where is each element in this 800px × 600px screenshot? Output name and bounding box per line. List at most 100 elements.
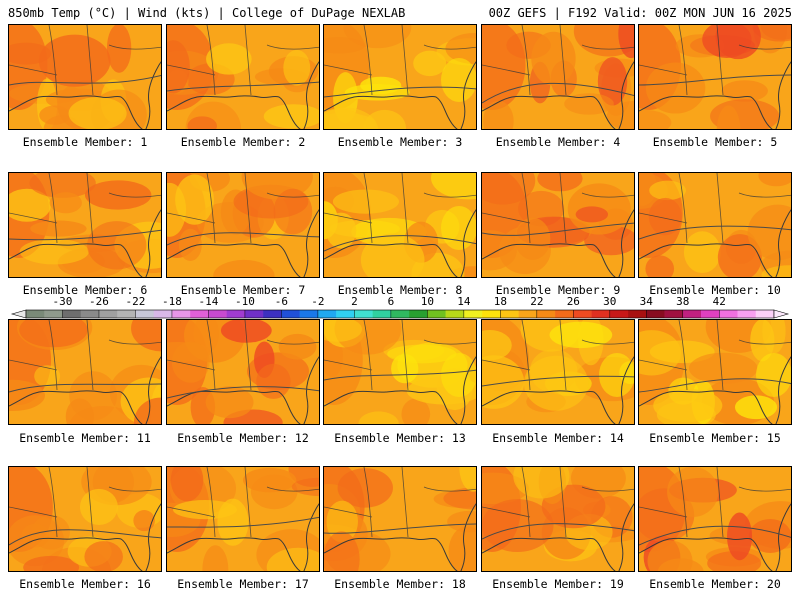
colorbar-tick-label: 38 — [676, 295, 689, 308]
ensemble-map-panel — [8, 172, 162, 278]
colorbar-swatch — [682, 310, 702, 318]
colorbar-swatch — [737, 310, 757, 318]
ensemble-member-label: Ensemble Member: 14 — [492, 431, 624, 445]
colorbar-swatch — [190, 310, 209, 318]
colorbar-swatch — [591, 310, 611, 318]
ensemble-member-label: Ensemble Member: 15 — [649, 431, 781, 445]
ensemble-member-label: Ensemble Member: 7 — [180, 283, 306, 297]
colorbar-swatch — [354, 310, 373, 318]
ensemble-map-panel — [323, 466, 477, 572]
ensemble-member-label: Ensemble Member: 2 — [180, 135, 306, 149]
colorbar-swatch — [153, 310, 173, 318]
colorbar-swatch — [80, 310, 100, 318]
colorbar-swatch — [664, 310, 684, 318]
ensemble-member-label: Ensemble Member: 4 — [495, 135, 621, 149]
ensemble-map-panel — [638, 24, 792, 130]
colorbar-tick-label: -26 — [89, 295, 109, 308]
ensemble-map-panel — [323, 319, 477, 425]
ensemble-member-label: Ensemble Member: 3 — [337, 135, 463, 149]
colorbar-right-arrow — [773, 309, 790, 319]
ensemble-member-label: Ensemble Member: 20 — [649, 577, 781, 591]
header-valid-time: 00Z GEFS | F192 Valid: 00Z MON JUN 16 20… — [488, 6, 792, 20]
colorbar-swatch — [755, 310, 775, 318]
colorbar-tick-label: 2 — [351, 295, 358, 308]
ensemble-map-panel — [166, 24, 320, 130]
ensemble-member-label: Ensemble Member: 13 — [334, 431, 466, 445]
colorbar-tick-label: -14 — [199, 295, 219, 308]
ensemble-member-label: Ensemble Member: 1 — [22, 135, 148, 149]
ensemble-member-label: Ensemble Member: 5 — [652, 135, 778, 149]
ensemble-map-panel — [8, 319, 162, 425]
colorbar-swatch — [646, 310, 665, 318]
colorbar-swatch — [98, 310, 118, 318]
colorbar-swatch — [573, 310, 592, 318]
ensemble-member-label: Ensemble Member: 10 — [649, 283, 781, 297]
colorbar-left-arrow — [10, 309, 27, 319]
ensemble-member-label: Ensemble Member: 17 — [177, 577, 309, 591]
ensemble-member-label: Ensemble Member: 18 — [334, 577, 466, 591]
ensemble-map-panel — [481, 172, 635, 278]
colorbar-tick-label: 18 — [494, 295, 507, 308]
ensemble-member-label: Ensemble Member: 19 — [492, 577, 624, 591]
colorbar-swatch — [281, 310, 300, 318]
colorbar-tick-label: 34 — [640, 295, 654, 308]
colorbar-swatch — [117, 310, 136, 318]
ensemble-map-panel — [638, 466, 792, 572]
colorbar-tick-label: 10 — [421, 295, 434, 308]
ensemble-map-panel — [481, 466, 635, 572]
colorbar-swatch — [372, 310, 392, 318]
ensemble-map-panel — [481, 24, 635, 130]
colorbar-tick-label: 6 — [388, 295, 395, 308]
colorbar-swatch — [171, 310, 191, 318]
colorbar-swatch — [390, 310, 410, 318]
header-title: 850mb Temp (°C) | Wind (kts) | College o… — [8, 6, 406, 20]
ensemble-map-panel — [481, 319, 635, 425]
ensemble-member-label: Ensemble Member: 16 — [19, 577, 151, 591]
colorbar-swatch — [263, 310, 282, 318]
colorbar-swatch — [208, 310, 227, 318]
colorbar: -30 -26 -22 -18 -14 -10 -6 -2 2 6 10 14 18 22 26 30 34 38… — [10, 295, 790, 319]
colorbar-swatch — [244, 310, 264, 318]
colorbar-swatch — [62, 310, 82, 318]
colorbar-swatch — [609, 310, 629, 318]
colorbar-swatch — [336, 310, 355, 318]
colorbar-swatch — [719, 310, 738, 318]
colorbar-tick-label: 42 — [713, 295, 726, 308]
colorbar-swatch — [26, 310, 45, 318]
ensemble-member-label: Ensemble Member: 12 — [177, 431, 309, 445]
ensemble-map-panel — [166, 319, 320, 425]
colorbar-tick-label: -10 — [235, 295, 255, 308]
ensemble-member-label: Ensemble Member: 9 — [495, 283, 621, 297]
ensemble-map-panel — [166, 466, 320, 572]
colorbar-swatch — [299, 310, 319, 318]
ensemble-map-panel — [323, 172, 477, 278]
ensemble-map-panel — [323, 24, 477, 130]
colorbar-swatch — [409, 310, 428, 318]
ensemble-member-label: Ensemble Member: 8 — [337, 283, 463, 297]
colorbar-swatch — [226, 310, 246, 318]
ensemble-map-panel — [638, 319, 792, 425]
ensemble-member-label: Ensemble Member: 6 — [22, 283, 148, 297]
colorbar-swatch — [701, 310, 720, 318]
colorbar-tick-label: 22 — [530, 295, 543, 308]
colorbar-swatch — [463, 310, 483, 318]
colorbar-tick-label: 30 — [603, 295, 616, 308]
colorbar-swatch — [445, 310, 465, 318]
colorbar-tick-label: 14 — [457, 295, 471, 308]
colorbar-swatch — [317, 310, 337, 318]
colorbar-swatch — [500, 310, 519, 318]
colorbar-tick-label: -2 — [311, 295, 324, 308]
colorbar-tick-label: -22 — [126, 295, 146, 308]
colorbar-swatch — [518, 310, 538, 318]
colorbar-tick-label: -6 — [275, 295, 288, 308]
ensemble-map-panel — [166, 172, 320, 278]
ensemble-map-panel — [638, 172, 792, 278]
colorbar-swatch — [536, 310, 556, 318]
ensemble-map-panel — [8, 24, 162, 130]
colorbar-tick-label: 26 — [567, 295, 580, 308]
colorbar-tick-label: -18 — [162, 295, 182, 308]
ensemble-member-label: Ensemble Member: 11 — [19, 431, 151, 445]
ensemble-map-panel — [8, 466, 162, 572]
colorbar-swatch — [628, 310, 647, 318]
colorbar-tick-label: -30 — [53, 295, 73, 308]
